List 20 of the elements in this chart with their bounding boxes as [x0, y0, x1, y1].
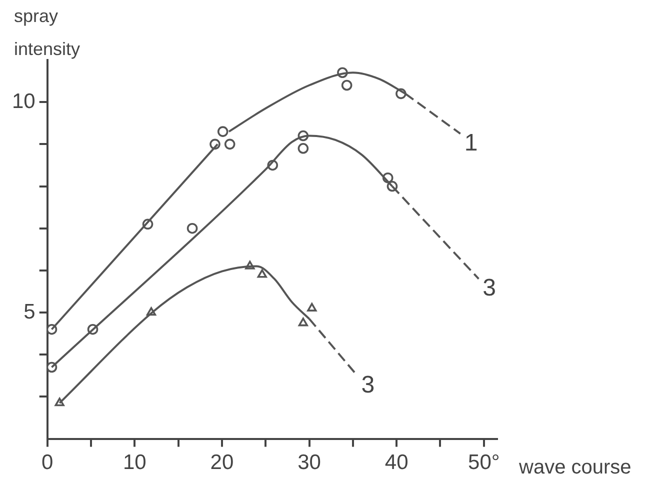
- x-tick-label: 10: [122, 451, 146, 474]
- y-axis-title: spray intensity: [14, 6, 80, 59]
- point: [298, 318, 308, 326]
- series-label: 3: [482, 274, 496, 302]
- point: [186, 222, 198, 234]
- point: [341, 80, 352, 91]
- x-tick-label: 40: [384, 451, 408, 474]
- point: [298, 142, 309, 154]
- x-tick-label: 30: [298, 451, 321, 474]
- x-tick-label: 50°: [468, 451, 500, 474]
- point: [307, 302, 317, 312]
- x-tick-label: 20: [210, 451, 234, 474]
- point: [257, 269, 267, 278]
- x-axis-title: wave course: [518, 456, 632, 479]
- point: [217, 126, 228, 137]
- x-tick-label: 0: [42, 451, 54, 474]
- series-label: 1: [464, 129, 478, 156]
- series-label: 3: [361, 371, 375, 398]
- point: [224, 138, 236, 150]
- y-tick-label: 5: [24, 300, 36, 324]
